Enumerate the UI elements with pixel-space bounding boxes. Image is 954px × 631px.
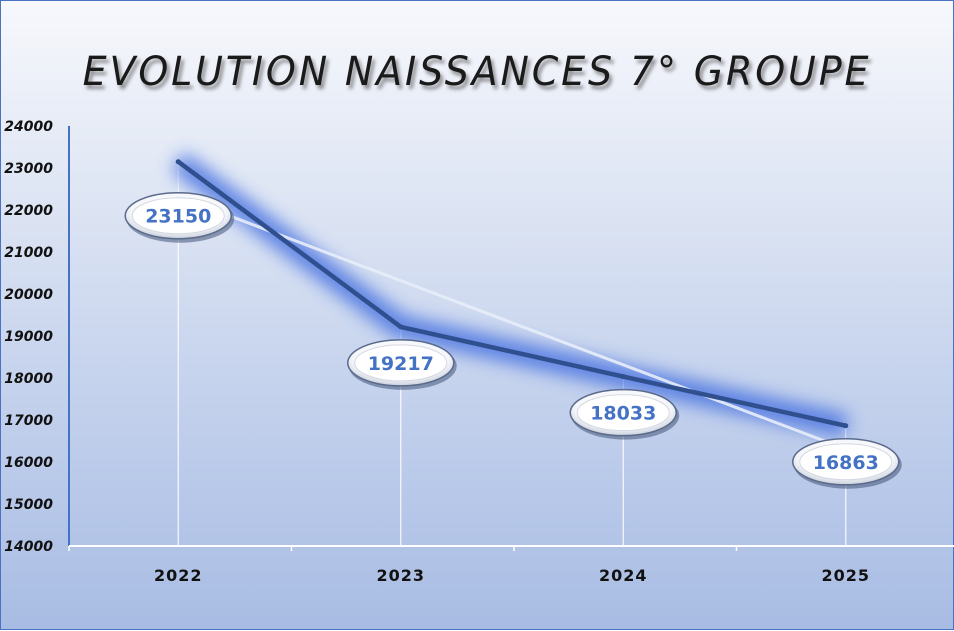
data-label-inner (131, 197, 225, 235)
y-tick-label: 18000 (4, 371, 53, 387)
data-label: 19217 (368, 353, 434, 375)
trendline (177, 195, 847, 451)
y-tick-label: 17000 (4, 413, 53, 429)
chart-title: EVOLUTION NAISSANCES 7° GROUPE (82, 49, 872, 95)
y-tick-label: 22000 (4, 203, 53, 219)
y-tick-label: 19000 (4, 329, 53, 345)
data-point (398, 324, 404, 330)
y-tick-label: 14000 (4, 539, 53, 555)
data-label-inner (354, 344, 448, 382)
data-point (175, 159, 181, 165)
data-label: 16863 (813, 452, 879, 474)
y-tick-label: 24000 (4, 119, 53, 135)
data-point (843, 423, 849, 429)
x-tick-label: 2022 (154, 566, 203, 585)
x-tick-label: 2024 (599, 566, 648, 585)
data-label: 23150 (145, 206, 211, 228)
y-tick-label: 20000 (4, 287, 53, 303)
x-tick-label: 2023 (376, 566, 425, 585)
y-tick-label: 15000 (4, 497, 53, 513)
y-tick-label: 21000 (4, 245, 53, 261)
x-tick-label: 2025 (821, 566, 870, 585)
data-label: 18033 (590, 403, 656, 425)
data-label-inner (799, 443, 893, 481)
series-glow (171, 152, 849, 437)
y-tick-label: 23000 (4, 161, 53, 177)
y-tick-label: 16000 (4, 455, 53, 471)
data-point (620, 374, 626, 380)
series-line (176, 159, 847, 428)
data-label-inner (576, 394, 670, 432)
